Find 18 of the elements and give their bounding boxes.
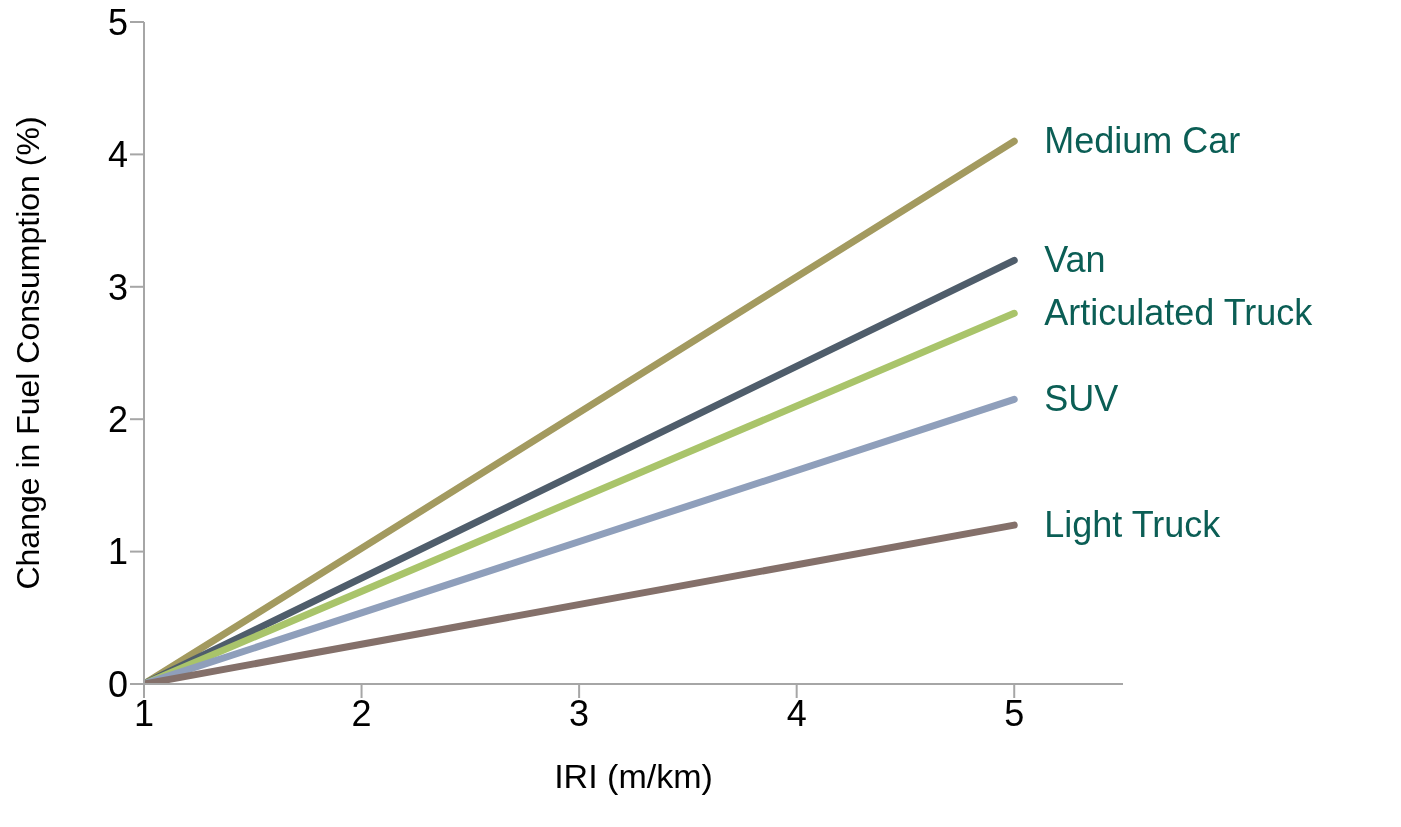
- y-tick-label: 2: [107, 398, 128, 440]
- series-label: Van: [1044, 239, 1106, 281]
- y-tick-label: 1: [107, 531, 128, 573]
- series-label: SUV: [1044, 378, 1119, 420]
- series-label: Articulated Truck: [1044, 292, 1314, 334]
- x-tick-label: 4: [786, 692, 807, 734]
- x-tick-label: 3: [569, 692, 590, 734]
- series-label: Light Truck: [1044, 504, 1222, 546]
- x-tick-label: 2: [351, 692, 372, 734]
- x-tick-label: 1: [133, 692, 155, 734]
- y-tick-label: 0: [107, 663, 128, 705]
- y-tick-label: 4: [107, 134, 128, 176]
- series-label: Medium Car: [1044, 120, 1241, 162]
- x-tick-label: 5: [1004, 692, 1025, 734]
- y-tick-label: 5: [107, 1, 128, 43]
- y-axis-title: Change in Fuel Consumption (%): [10, 116, 47, 590]
- y-tick-label: 3: [107, 266, 128, 308]
- x-axis-title: IRI (m/km): [554, 757, 713, 795]
